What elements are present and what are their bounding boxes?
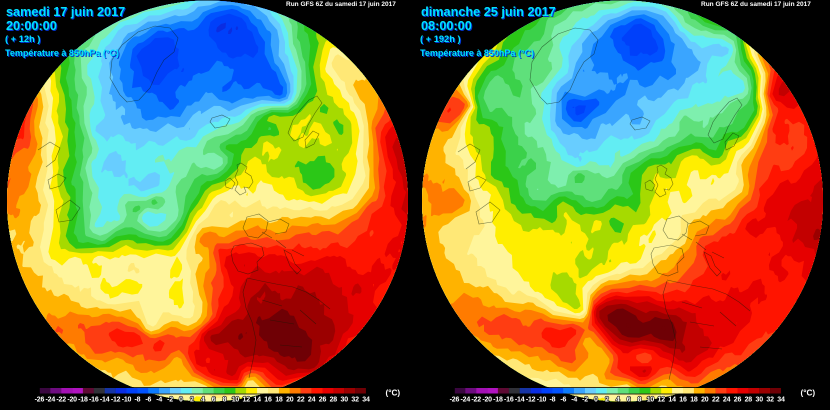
svg-text:32: 32 <box>766 397 774 404</box>
svg-text:8: 8 <box>638 397 642 404</box>
svg-text:-22: -22 <box>56 397 66 404</box>
svg-text:12: 12 <box>243 397 251 404</box>
svg-text:-6: -6 <box>145 397 151 404</box>
svg-text:18: 18 <box>275 397 283 404</box>
svg-text:32: 32 <box>351 397 359 404</box>
svg-text:10: 10 <box>232 397 240 404</box>
svg-text:28: 28 <box>330 397 338 404</box>
svg-text:-10: -10 <box>122 397 132 404</box>
svg-text:-14: -14 <box>515 397 525 404</box>
svg-text:-8: -8 <box>549 397 555 404</box>
svg-text:-18: -18 <box>493 397 503 404</box>
svg-text:26: 26 <box>734 397 742 404</box>
svg-text:(°C): (°C) <box>801 389 816 398</box>
svg-text:34: 34 <box>777 397 785 404</box>
svg-text:12: 12 <box>658 397 666 404</box>
svg-text:34: 34 <box>362 397 370 404</box>
svg-text:24: 24 <box>723 397 731 404</box>
svg-text:22: 22 <box>297 397 305 404</box>
svg-text:20: 20 <box>701 397 709 404</box>
svg-text:2: 2 <box>605 397 609 404</box>
svg-text:-4: -4 <box>571 397 577 404</box>
svg-text:-16: -16 <box>504 397 514 404</box>
svg-text:6: 6 <box>212 397 216 404</box>
svg-text:-20: -20 <box>67 397 77 404</box>
svg-text:30: 30 <box>756 397 764 404</box>
svg-text:-8: -8 <box>134 397 140 404</box>
svg-text:0: 0 <box>594 397 598 404</box>
svg-text:-26: -26 <box>450 397 460 404</box>
svg-text:14: 14 <box>668 397 676 404</box>
svg-text:-16: -16 <box>89 397 99 404</box>
svg-text:-2: -2 <box>167 397 173 404</box>
svg-text:10: 10 <box>647 397 655 404</box>
svg-text:-12: -12 <box>111 397 121 404</box>
svg-text:-22: -22 <box>471 397 481 404</box>
svg-text:6: 6 <box>627 397 631 404</box>
svg-text:-24: -24 <box>461 397 471 404</box>
svg-text:0: 0 <box>179 397 183 404</box>
svg-text:-6: -6 <box>560 397 566 404</box>
svg-text:20: 20 <box>286 397 294 404</box>
svg-text:4: 4 <box>201 397 205 404</box>
svg-text:4: 4 <box>616 397 620 404</box>
svg-text:8: 8 <box>223 397 227 404</box>
svg-text:22: 22 <box>712 397 720 404</box>
svg-text:-18: -18 <box>78 397 88 404</box>
svg-text:-26: -26 <box>35 397 45 404</box>
svg-text:24: 24 <box>308 397 316 404</box>
svg-text:-10: -10 <box>537 397 547 404</box>
svg-text:14: 14 <box>253 397 261 404</box>
svg-text:-12: -12 <box>526 397 536 404</box>
svg-text:16: 16 <box>679 397 687 404</box>
svg-text:-4: -4 <box>156 397 162 404</box>
svg-text:-14: -14 <box>100 397 110 404</box>
svg-text:18: 18 <box>690 397 698 404</box>
svg-text:16: 16 <box>264 397 272 404</box>
svg-text:30: 30 <box>341 397 349 404</box>
svg-text:(°C): (°C) <box>386 389 401 398</box>
svg-text:26: 26 <box>319 397 327 404</box>
svg-text:2: 2 <box>190 397 194 404</box>
svg-text:28: 28 <box>745 397 753 404</box>
svg-text:-2: -2 <box>582 397 588 404</box>
svg-text:-24: -24 <box>46 397 56 404</box>
svg-text:-20: -20 <box>482 397 492 404</box>
